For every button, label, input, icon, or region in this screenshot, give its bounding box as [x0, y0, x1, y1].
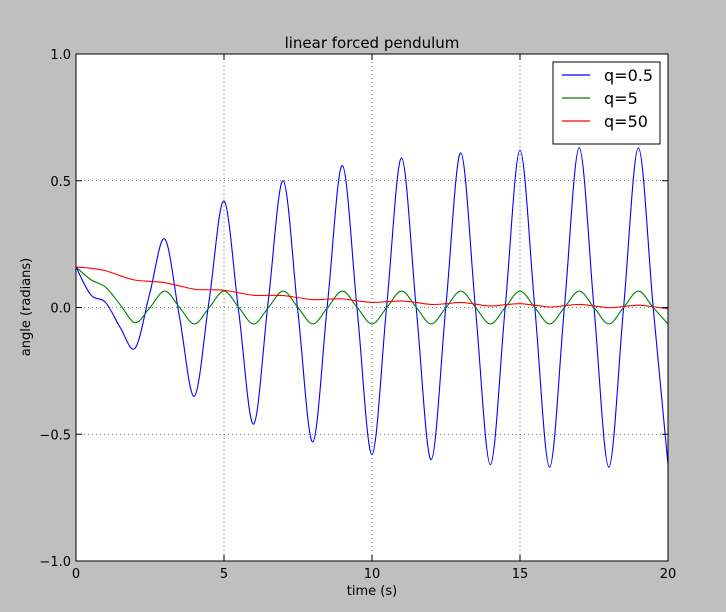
legend-label: q=5 [604, 89, 638, 108]
y-axis-label: angle (radians) [19, 258, 34, 357]
x-tick-label: 20 [660, 567, 677, 582]
x-tick-label: 0 [72, 567, 80, 582]
y-tick-label: 0.0 [50, 302, 71, 317]
y-tick-label: 0.5 [50, 175, 71, 190]
legend-box [552, 61, 661, 145]
legend: q=0.5 q=5 q=50 [552, 61, 661, 145]
grid [76, 54, 668, 561]
y-tick-label: −0.5 [39, 428, 71, 443]
series-line-1 [75, 266, 669, 325]
chart-title: linear forced pendulum [285, 34, 460, 52]
plot-frame [75, 53, 669, 562]
y-tick-label: 1.0 [50, 48, 71, 63]
x-tick-label: 15 [512, 567, 529, 582]
series-layer [75, 147, 669, 468]
legend-label: q=0.5 [604, 66, 653, 85]
x-axis-label: time (s) [347, 584, 397, 599]
axis-ticks: 0 5 10 15 20 −1.0 −0.5 0.0 0.5 1.0 [39, 48, 676, 582]
series-line-2 [75, 266, 669, 310]
x-tick-label: 10 [364, 567, 381, 582]
series-line-0 [75, 147, 669, 468]
legend-label: q=50 [604, 112, 648, 131]
x-tick-label: 5 [220, 567, 228, 582]
y-tick-label: −1.0 [39, 555, 71, 570]
